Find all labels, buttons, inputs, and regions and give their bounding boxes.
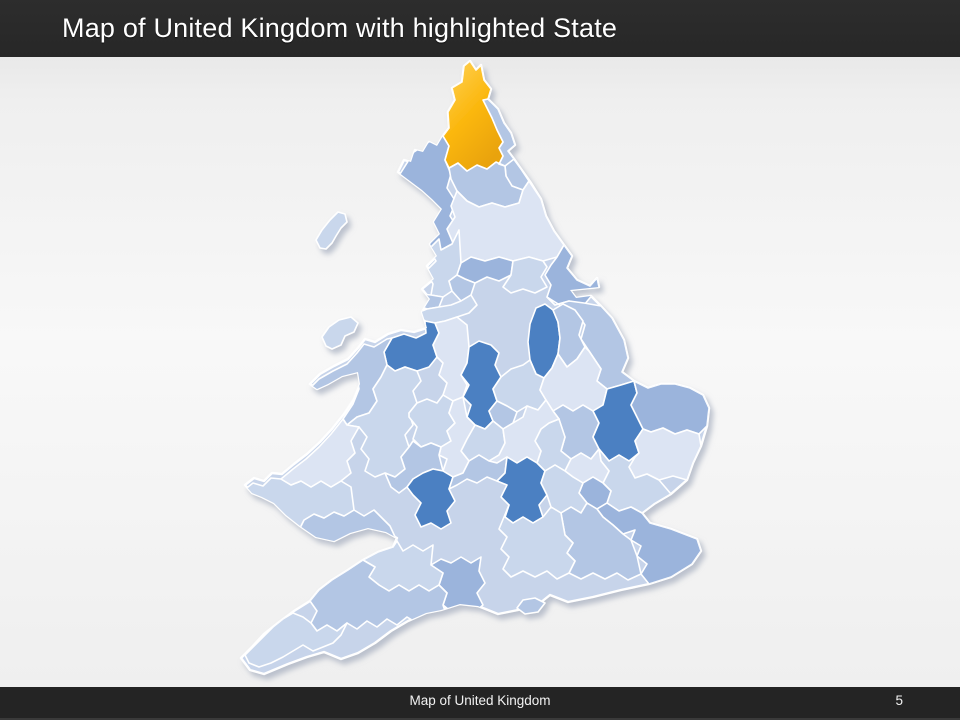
map-region-gloucestershire (438, 396, 476, 478)
footer-title: Map of United Kingdom (409, 693, 551, 708)
uk-map-group (239, 59, 711, 676)
map-region-oxfordshire (488, 399, 560, 464)
map-region-wiltshire (406, 468, 456, 530)
title-bar: Map of United Kingdom with highlighted S… (0, 0, 960, 57)
map-region-northumberland-highlight (442, 61, 506, 172)
map-region-south-yorkshire (502, 256, 548, 294)
map-region-cornwall (244, 612, 348, 668)
map-region-suffolk (628, 427, 702, 481)
slide-number: 5 (895, 693, 903, 708)
map-region-clwyd (383, 320, 440, 372)
counties-group (242, 61, 709, 668)
map-region-ceredigion (280, 418, 360, 488)
map-region-kent (596, 502, 702, 585)
map-region-monmouthshire (384, 440, 444, 494)
map-region-isle-of-wight (516, 597, 546, 615)
map-region-isle-of-man (315, 211, 348, 250)
map-region-norfolk (630, 380, 709, 435)
footer-bar: Map of United Kingdom 5 (0, 687, 960, 720)
islands-group (315, 211, 546, 615)
slide-title: Map of United Kingdom with highlighted S… (62, 13, 618, 43)
map-region-anglesey (321, 316, 359, 350)
map-region-west-sussex (498, 504, 576, 580)
